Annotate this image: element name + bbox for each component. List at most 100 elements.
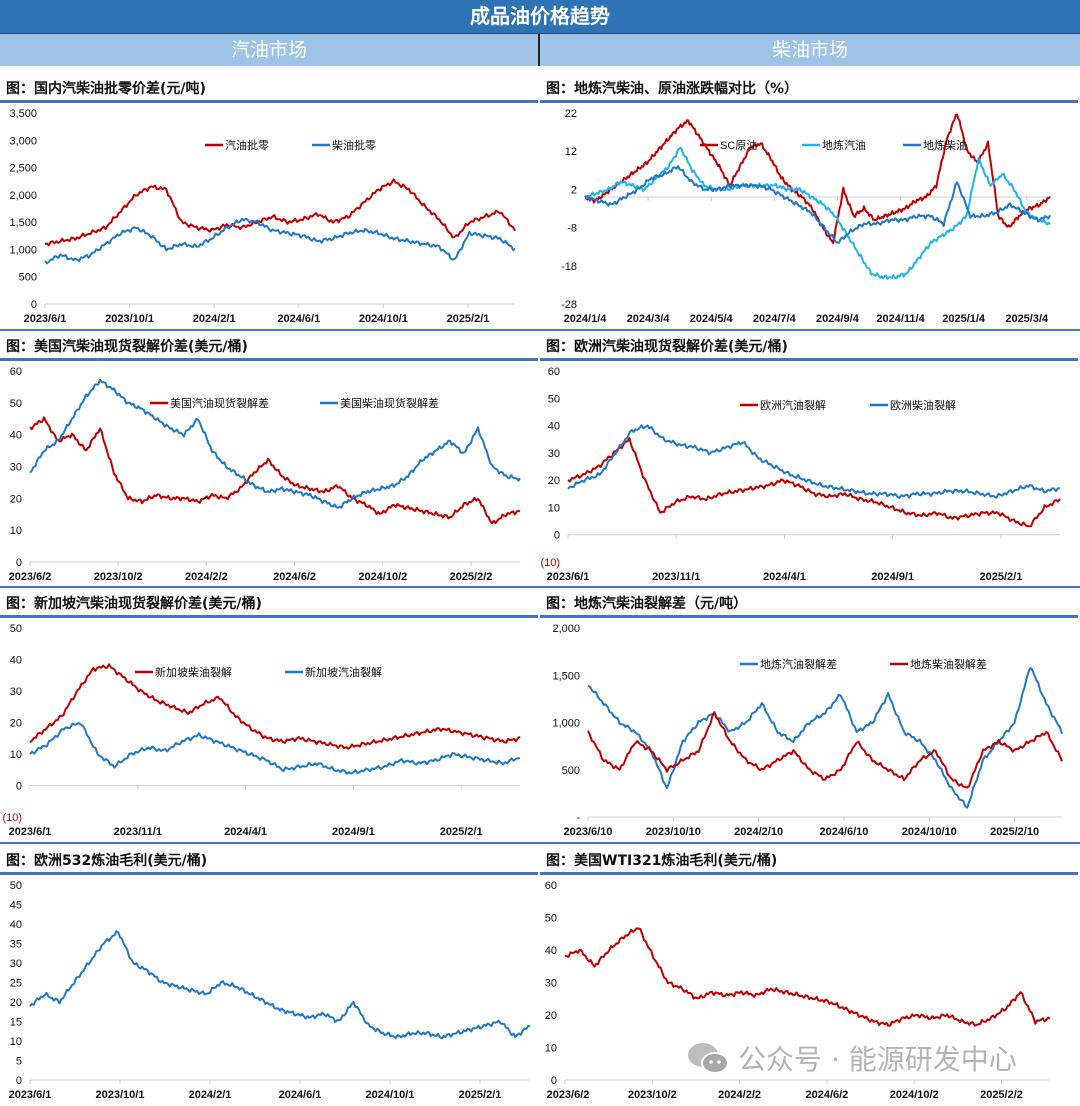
y-tick-label: 60	[548, 366, 560, 378]
legend-label: 地炼柴油裂解差	[910, 657, 987, 671]
y-tick-label: 12	[565, 146, 577, 158]
wechat-icon	[688, 1043, 729, 1074]
line-chart: 0 10 20 30 40 50 60 2023/6/2 2023/10/2 2024/2/2 20…	[9, 366, 521, 583]
x-tick-label: 2025/3/4	[1005, 313, 1049, 325]
y-tick-label: 2	[571, 184, 577, 196]
series-line	[567, 437, 1061, 528]
x-tick-label: 2025/2/1	[447, 313, 490, 325]
y-tick-label: 22	[565, 108, 577, 120]
y-tick-label: 2,000	[9, 190, 37, 202]
x-tick-label: 2024/11/4	[876, 313, 925, 325]
line-chart: 0 500 1,000 1,500 2,000 2,500 3,000 3,500 2023/6…	[9, 108, 516, 325]
x-tick-label: 2024/6/2	[805, 1089, 848, 1101]
y-tick-label: -8	[567, 223, 577, 235]
y-tick-label: 500	[562, 765, 580, 777]
x-tick-label: 2023/11/1	[652, 571, 700, 583]
y-tick-label: 30	[10, 462, 22, 474]
line-chart: 0 5 10 15 20 25 30 35 40 45 50 2023/6/1 2023/10/1 202…	[9, 880, 531, 1101]
series-line	[44, 178, 516, 247]
y-tick-label: 3,500	[9, 108, 37, 120]
x-tick-label: 2024/6/1	[279, 1089, 322, 1101]
x-tick-label: 2024/10/1	[366, 1089, 415, 1101]
x-tick-label: 2024/2/10	[734, 826, 783, 838]
line-chart: 0 10 20 30 40 50 60 2023/6/2 2023/10/2 2024/2/2 20…	[545, 880, 1051, 1101]
legend-label: 美国柴油现货裂解差	[340, 396, 439, 410]
y-tick-label: 60	[10, 366, 22, 378]
series-line	[29, 378, 521, 509]
y-tick-label: 1,500	[9, 217, 37, 229]
x-tick-label: 2023/6/1	[24, 313, 67, 325]
legend-label: 地炼汽油裂解差	[760, 657, 837, 671]
y-tick-label: 50	[10, 880, 22, 892]
y-tick-label: 15	[10, 1017, 22, 1029]
chart-title: 图：欧洲汽柴油现货裂解价差(美元/桶)	[540, 336, 1078, 361]
page-title: 成品油价格趋势	[0, 0, 1080, 34]
y-tick-label: 45	[10, 900, 22, 912]
chart-title: 图：国内汽柴油批零价差(元/吨)	[0, 78, 538, 103]
y-tick-label: 40	[548, 421, 560, 433]
y-tick-label: 50	[545, 913, 557, 925]
watermark: 公众号 · 能源研发中心	[686, 1038, 1017, 1078]
x-tick-label: 2024/2/1	[189, 1089, 232, 1101]
series-line	[29, 721, 521, 775]
line-chart: -28 -18 -8 2 12 22 2024/1/4 2024/3/4 2024/5/4 202…	[561, 108, 1051, 325]
x-tick-label: 2023/6/1	[9, 826, 52, 838]
series-line	[584, 165, 1051, 244]
chart-panel: 图：欧洲汽柴油现货裂解价差(美元/桶) (10) 0 10 20 30 40 50 60 2023…	[540, 336, 1078, 588]
y-tick-label: 10	[10, 525, 22, 537]
divider	[0, 586, 1080, 588]
series-line	[44, 217, 516, 265]
y-tick-label: 25	[10, 978, 22, 990]
x-tick-label: 2024/10/2	[358, 571, 407, 583]
y-tick-label: 10	[545, 1043, 557, 1055]
series-line	[587, 666, 1063, 809]
x-tick-label: 2024/1/4	[564, 313, 608, 325]
line-chart: (10) 0 10 20 30 40 50 60 2023/6/1 2023/11/1 2024/4…	[540, 366, 1061, 583]
y-tick-label: 10	[10, 749, 22, 761]
chart-panel: 图：美国WTI321炼油毛利(美元/桶) 0 10 20 30 40 50 60 2023/6/…	[540, 850, 1078, 1106]
y-tick-label: 10	[548, 502, 560, 514]
y-tick-label: 30	[10, 686, 22, 698]
y-tick-label: 0	[16, 1075, 22, 1087]
y-tick-label: 2,000	[552, 623, 580, 635]
x-tick-label: 2024/6/1	[277, 313, 320, 325]
chart-title: 图：新加坡汽柴油现货裂解价差(美元/桶)	[0, 593, 538, 618]
series-line	[584, 113, 1051, 245]
x-tick-label: 2024/6/2	[273, 571, 316, 583]
y-tick-label: 40	[10, 655, 22, 667]
legend-label: 新加坡柴油裂解	[155, 665, 232, 679]
y-tick-label: 60	[545, 880, 557, 892]
legend-label: 新加坡汽油裂解	[305, 665, 382, 679]
x-tick-label: 2024/9/1	[332, 826, 375, 838]
x-tick-label: 2023/10/2	[628, 1089, 677, 1101]
x-tick-label: 2024/6/10	[819, 826, 868, 838]
x-tick-label: 2023/10/1	[96, 1089, 145, 1101]
y-tick-label: 30	[545, 978, 557, 990]
y-tick-label: -	[576, 812, 580, 824]
legend-label: 欧洲柴油裂解	[890, 398, 956, 412]
chart-title: 图：欧洲532炼油毛利(美元/桶)	[0, 850, 538, 875]
y-tick-label: 5	[16, 1056, 22, 1068]
y-tick-label: 30	[10, 958, 22, 970]
x-tick-label: 2024/10/2	[890, 1089, 939, 1101]
y-tick-label: 30	[548, 448, 560, 460]
y-tick-label: 20	[548, 475, 560, 487]
x-tick-label: 2024/5/4	[690, 313, 734, 325]
y-tick-label: 1,000	[9, 244, 37, 256]
legend-label: SC原油	[720, 138, 757, 152]
y-tick-label: 20	[10, 718, 22, 730]
x-tick-label: 2024/10/1	[359, 313, 408, 325]
x-tick-label: 2023/10/2	[94, 571, 143, 583]
series-line	[29, 416, 521, 525]
chart-title: 图：地炼汽柴油裂解差（元/吨）	[540, 593, 1078, 618]
watermark-text: 公众号 · 能源研发中心	[738, 1043, 1017, 1076]
x-tick-label: 2024/4/1	[763, 571, 806, 583]
y-tick-label: 0	[551, 1075, 557, 1087]
y-tick-label: 0	[31, 299, 37, 311]
x-tick-label: 2024/2/1	[193, 313, 236, 325]
y-tick-label: 3,000	[9, 135, 37, 147]
x-tick-label: 2024/2/2	[718, 1089, 761, 1101]
series-line	[587, 711, 1063, 789]
x-tick-label: 2023/10/10	[646, 826, 701, 838]
legend-label: 汽油批零	[225, 138, 269, 152]
